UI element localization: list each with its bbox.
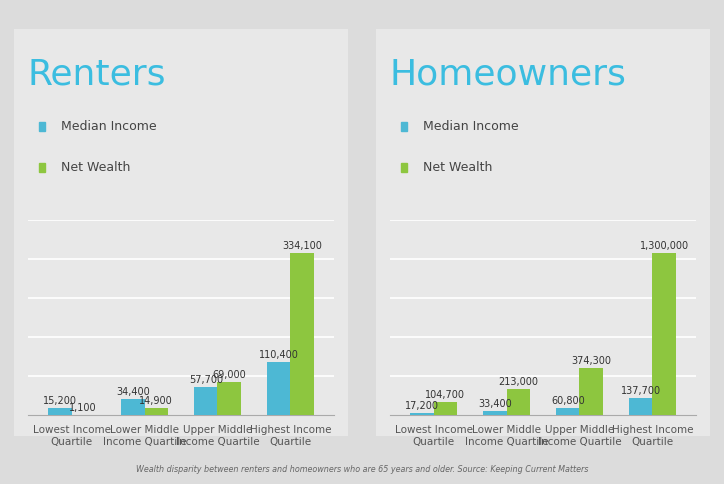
Text: Median Income: Median Income: [423, 120, 518, 133]
Bar: [217, 382, 241, 415]
Text: 69,000: 69,000: [212, 370, 246, 380]
Text: 374,300: 374,300: [571, 357, 611, 366]
Text: Median Income: Median Income: [61, 120, 156, 133]
Bar: [629, 398, 652, 415]
Text: 1,100: 1,100: [70, 403, 97, 413]
Bar: [39, 163, 45, 172]
Bar: [483, 411, 507, 415]
Text: 34,400: 34,400: [116, 387, 150, 396]
Text: 213,000: 213,000: [498, 377, 538, 387]
Bar: [267, 362, 290, 415]
Bar: [39, 122, 45, 131]
Bar: [434, 402, 457, 415]
Text: Wealth disparity between renters and homeowners who are 65 years and older. Sour: Wealth disparity between renters and hom…: [136, 465, 588, 474]
Text: 14,900: 14,900: [139, 396, 173, 406]
Bar: [49, 408, 72, 415]
Bar: [556, 408, 579, 415]
Bar: [652, 253, 675, 415]
Text: 104,700: 104,700: [425, 390, 466, 400]
Bar: [411, 413, 434, 415]
Text: Net Wealth: Net Wealth: [61, 161, 130, 174]
Text: 33,400: 33,400: [478, 399, 512, 409]
Text: 334,100: 334,100: [282, 241, 322, 251]
Bar: [401, 163, 407, 172]
Bar: [579, 368, 603, 415]
Text: 57,700: 57,700: [189, 375, 223, 385]
Text: Net Wealth: Net Wealth: [423, 161, 492, 174]
Text: 110,400: 110,400: [258, 349, 299, 360]
Text: Renters: Renters: [28, 58, 167, 91]
Bar: [290, 253, 313, 415]
Text: 60,800: 60,800: [551, 396, 585, 406]
Text: 1,300,000: 1,300,000: [639, 241, 689, 251]
Text: Homeowners: Homeowners: [390, 58, 627, 91]
Bar: [507, 389, 530, 415]
Text: 17,200: 17,200: [405, 401, 439, 411]
Bar: [194, 387, 217, 415]
Bar: [145, 408, 168, 415]
Bar: [401, 122, 407, 131]
Bar: [121, 398, 145, 415]
Text: 137,700: 137,700: [620, 386, 661, 396]
Text: 15,200: 15,200: [43, 396, 77, 406]
